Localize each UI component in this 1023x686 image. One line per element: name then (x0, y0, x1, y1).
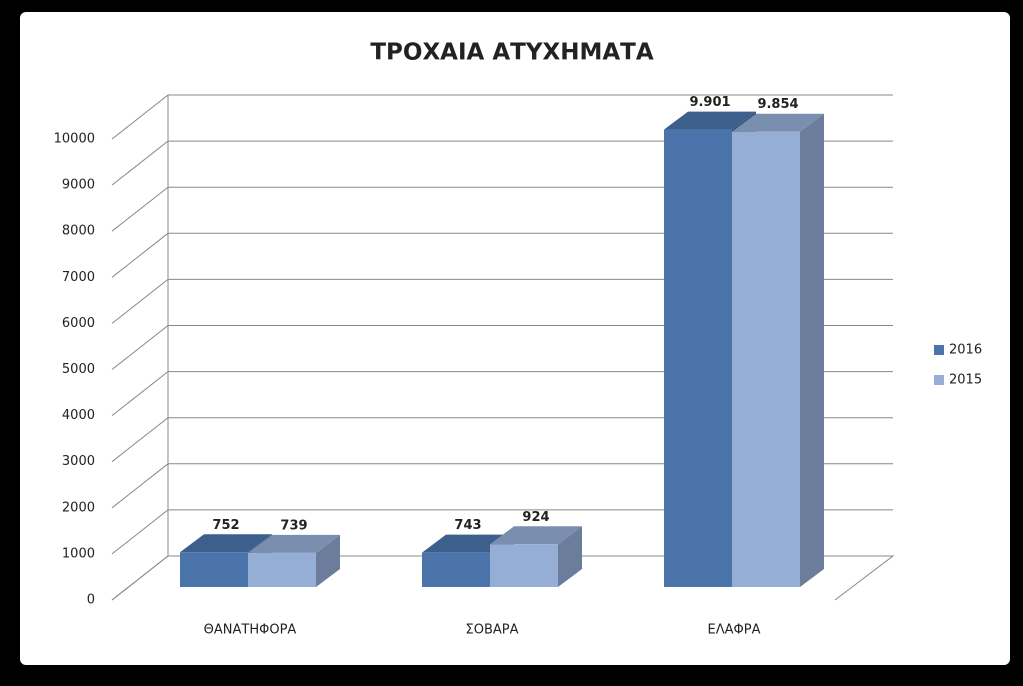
bar-top (248, 534, 340, 553)
bar-side (316, 534, 340, 587)
y-tick-label: 3000 (62, 454, 95, 469)
y-tick-label: 10000 (54, 132, 95, 147)
y-tick-label: 9000 (62, 178, 95, 193)
bar-top (732, 113, 824, 132)
value-label: 743 (454, 518, 481, 533)
bar-side (800, 113, 824, 587)
bar (490, 544, 558, 587)
bar-top (180, 534, 272, 553)
bar (732, 131, 800, 588)
y-tick-label: 8000 (62, 224, 95, 239)
y-tick-label: 1000 (62, 546, 95, 561)
y-tick-label: 7000 (62, 270, 95, 285)
legend-label: 2016 (949, 343, 982, 358)
x-tick-label: ΘΑΝΑΤΗΦΟΡΑ (204, 623, 297, 638)
bar-top (664, 111, 756, 130)
value-label: 9.901 (689, 95, 730, 110)
bar (180, 552, 248, 587)
legend-swatch (934, 375, 944, 385)
y-tick-label: 4000 (62, 408, 95, 423)
x-tick-label: ΕΛΑΦΡΑ (708, 623, 761, 638)
value-label: 924 (522, 510, 549, 525)
value-label: 9.854 (757, 97, 798, 112)
legend-swatch (934, 345, 944, 355)
bar (664, 129, 732, 588)
x-tick-label: ΣΟΒΑΡΑ (466, 623, 519, 638)
y-tick-label: 5000 (62, 362, 95, 377)
bar-side (558, 526, 582, 587)
legend-label: 2015 (949, 373, 982, 388)
y-tick-label: 2000 (62, 500, 95, 515)
y-tick-label: 6000 (62, 316, 95, 331)
value-label: 752 (212, 518, 239, 533)
y-tick-label: 0 (87, 593, 95, 608)
chart-title: ΤΡΟΧΑΙΑ ΑΤΥΧΗΜΑΤΑ (370, 40, 653, 66)
bar (248, 552, 316, 587)
bar-top (490, 526, 582, 545)
bar (422, 552, 490, 587)
value-label: 739 (280, 518, 307, 533)
